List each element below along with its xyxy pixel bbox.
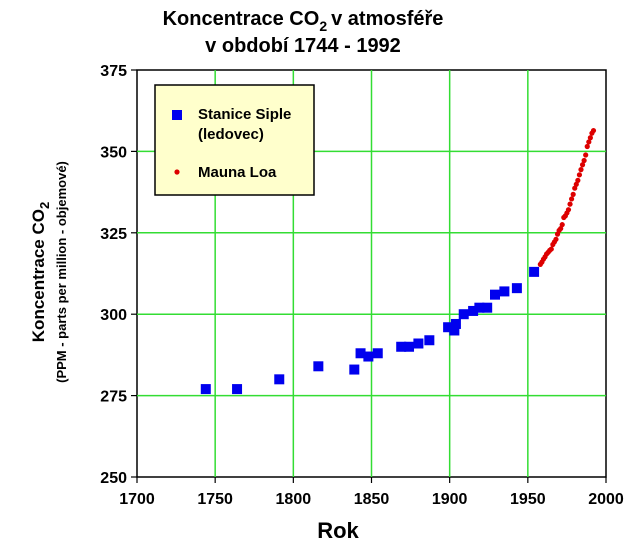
- y-tick-label: 375: [100, 63, 127, 80]
- y-tick-label: 275: [100, 389, 127, 406]
- mauna-loa-point: [548, 246, 554, 252]
- x-tick-label: 1950: [510, 491, 546, 508]
- legend-marker-siple: [172, 110, 182, 120]
- chart-title-line1: Koncentrace CO2 v atmosféře: [163, 8, 444, 34]
- siple-point: [490, 289, 501, 300]
- siple-point: [458, 309, 469, 320]
- tick-labels: 1700 1750 1800 1850 1900 1950 2000 250 275 300 325…: [100, 63, 624, 508]
- x-tick-label: 1850: [354, 491, 390, 508]
- siple-point: [313, 361, 324, 372]
- y-tick-label: 300: [100, 307, 127, 324]
- mauna-loa-point: [590, 127, 597, 134]
- y-tick-label: 325: [100, 226, 127, 243]
- mauna-loa-point: [579, 162, 586, 168]
- mauna-loa-point: [553, 236, 559, 242]
- y-tick-label: 250: [100, 470, 127, 487]
- siple-point: [474, 302, 485, 313]
- y-tick-label: 350: [100, 144, 127, 161]
- x-tick-label: 1800: [276, 491, 312, 508]
- siple-point: [363, 351, 374, 362]
- siple-point: [355, 348, 366, 359]
- mauna-loa-point: [581, 157, 587, 164]
- siple-point: [511, 283, 522, 294]
- x-axis-label: Rok: [317, 518, 359, 543]
- mauna-loa-point: [584, 143, 590, 150]
- siple-point: [443, 322, 454, 333]
- mauna-loa-point: [559, 222, 565, 228]
- siple-point: [232, 384, 243, 395]
- mauna-loa-point: [586, 139, 592, 145]
- siple-point: [413, 338, 424, 349]
- legend-label-siple-line1: Stanice Siple: [198, 106, 291, 123]
- siple-point: [424, 335, 435, 346]
- mauna-loa-point: [572, 185, 578, 191]
- siple-point: [482, 302, 493, 313]
- siple-point: [274, 374, 285, 385]
- legend-label-siple-line2: (ledovec): [198, 126, 264, 143]
- x-tick-label: 2000: [588, 491, 624, 508]
- mauna-loa-point: [576, 172, 583, 178]
- siple-point: [450, 318, 461, 329]
- legend-box: [154, 84, 315, 196]
- x-tick-label: 1900: [432, 491, 468, 508]
- mauna-loa-point: [565, 207, 572, 213]
- mauna-loa-point: [578, 167, 584, 173]
- y-axis-label-line1: Koncentrace CO2: [29, 202, 52, 342]
- siple-point: [449, 325, 460, 336]
- siple-point: [396, 341, 407, 352]
- x-tick-label: 1700: [119, 491, 155, 508]
- y-axis-label-line2: (PPM - parts per million - objemové): [54, 161, 69, 383]
- legend-label-mauna-loa: Mauna Loa: [198, 164, 277, 181]
- siple-point: [529, 266, 540, 277]
- mauna-loa-point: [573, 181, 579, 187]
- x-tick-label: 1750: [197, 491, 233, 508]
- mauna-loa-point: [575, 177, 581, 183]
- data-points: [200, 127, 597, 395]
- mauna-loa-point: [570, 191, 576, 197]
- chart-title-line2: v období 1744 - 1992: [205, 35, 401, 57]
- legend-marker-mauna-loa: [174, 169, 180, 175]
- mauna-loa-point: [567, 201, 573, 207]
- mauna-loa-point: [587, 135, 593, 141]
- legend: Stanice Siple (ledovec) Mauna Loa: [154, 84, 315, 196]
- siple-point: [349, 364, 360, 375]
- mauna-loa-point: [583, 152, 589, 158]
- siple-point: [468, 305, 479, 316]
- siple-point: [200, 384, 211, 395]
- mauna-loa-point: [558, 225, 564, 232]
- mauna-loa-point: [569, 196, 575, 202]
- siple-point: [372, 348, 383, 359]
- siple-point: [404, 341, 415, 352]
- siple-point: [499, 286, 510, 297]
